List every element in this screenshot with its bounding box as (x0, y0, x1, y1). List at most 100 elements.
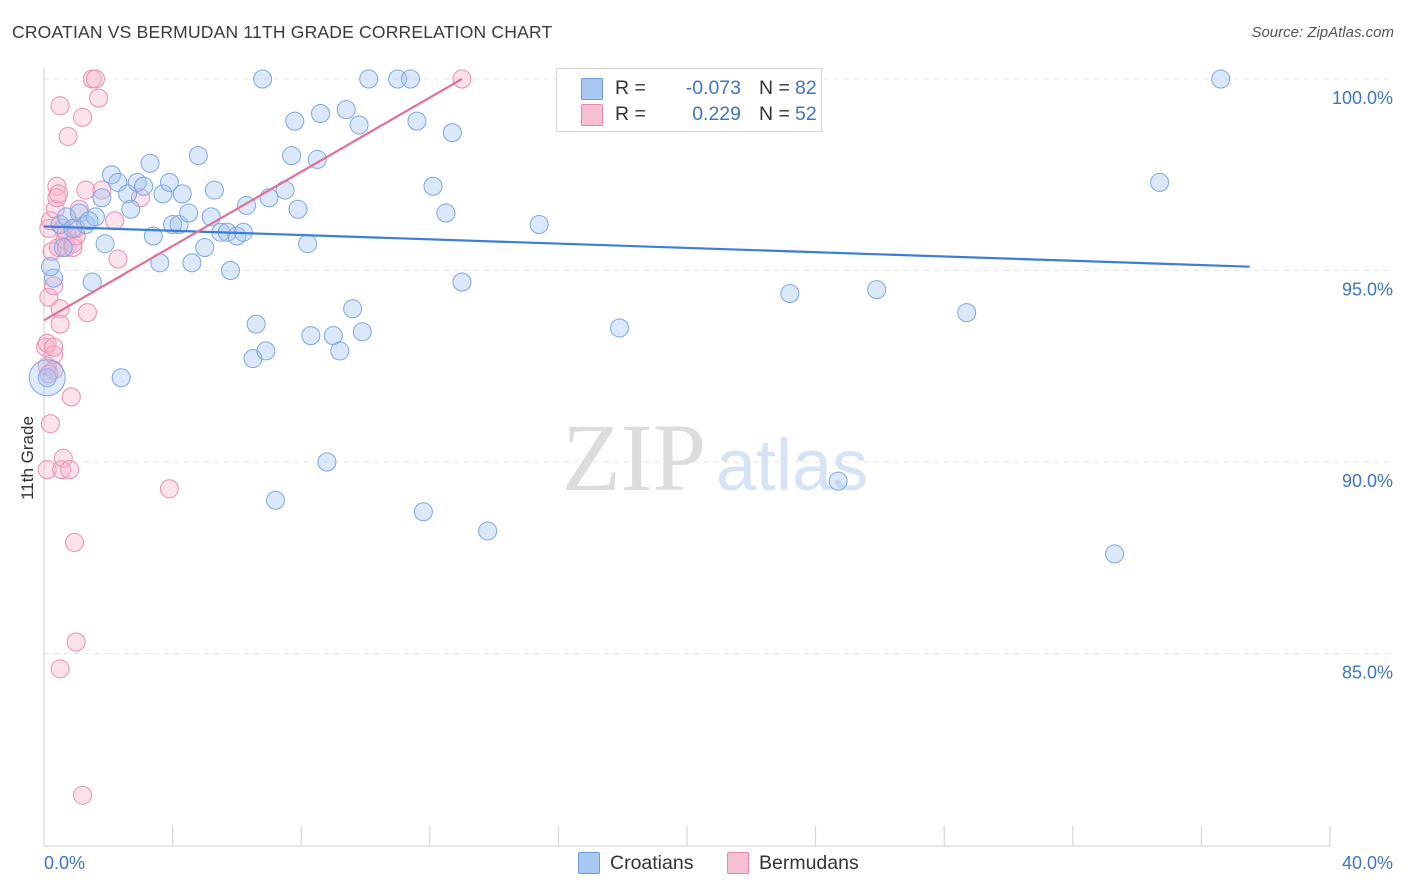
trend-lines (43, 78, 1250, 322)
croatians-point (121, 199, 141, 219)
croatians-point (159, 172, 179, 192)
croatians-point (310, 103, 330, 123)
bermudans-point (92, 180, 112, 200)
bermudans-point (53, 448, 73, 468)
croatians-point (867, 280, 887, 300)
croatians-point (92, 188, 112, 208)
croatians-point (957, 303, 977, 323)
bottom-legend-swatch-croatians (578, 852, 600, 874)
bermudans-point (48, 238, 68, 258)
bermudans-point (44, 276, 64, 296)
axes (43, 68, 1331, 847)
y-axis-label: 11th Grade (18, 416, 37, 500)
y-tick-label: 95.0% (1342, 280, 1393, 300)
croatians-point (143, 226, 163, 246)
croatians-point (298, 234, 318, 254)
croatians-point (352, 322, 372, 342)
bermudans-point (85, 69, 105, 89)
bermudans-point (73, 107, 93, 127)
bermudans-point (37, 460, 57, 480)
watermark-atlas: atlas (716, 426, 868, 506)
croatians-point (28, 359, 66, 397)
bermudans-point (39, 287, 59, 307)
y-tick-label: 90.0% (1342, 471, 1393, 491)
croatians-point (359, 69, 379, 89)
x-tick-label: 40.0% (1342, 853, 1393, 873)
bermudans-point (48, 184, 68, 204)
bermudans-point (63, 238, 83, 258)
croatians-point (265, 490, 285, 510)
legend-n-value: 82 (795, 77, 817, 99)
croatians-point (163, 215, 183, 235)
croatians-point (53, 238, 73, 258)
legend-n-label: N = (759, 103, 790, 125)
y-tick-label: 100.0% (1332, 88, 1393, 108)
croatians-point (1105, 544, 1125, 564)
croatians-point (780, 283, 800, 303)
bermudans-point (89, 88, 109, 108)
croatians-point (44, 268, 64, 288)
croatians-point (343, 299, 363, 319)
croatians-point (37, 368, 57, 388)
y-tick-label: 85.0% (1342, 663, 1393, 683)
croatians-point (442, 123, 462, 143)
croatians-point (57, 207, 77, 227)
croatians-point (349, 115, 369, 135)
croatians-point (134, 176, 154, 196)
grid (44, 78, 1392, 654)
croatians-point (188, 146, 208, 166)
croatians-point (220, 261, 240, 280)
bottom-legend-label-bermudans: Bermudans (759, 852, 859, 874)
legend-n-value: 52 (795, 103, 817, 125)
legend-r-value: -0.073 (685, 77, 741, 99)
legend-r-label: R = (615, 77, 646, 99)
croatians-point (330, 341, 350, 361)
croatians-point (40, 257, 60, 277)
croatians-point (102, 165, 122, 185)
croatians-point (436, 203, 456, 223)
bermudans-point (44, 337, 64, 357)
croatians-point (1211, 69, 1231, 89)
croatians-point (172, 184, 192, 204)
bermudans-point (66, 632, 86, 652)
croatians-point (282, 146, 302, 166)
croatians-point (82, 272, 102, 292)
bermudans-point (50, 96, 70, 116)
croatians-point (301, 326, 321, 346)
legend-r-label: R = (615, 103, 646, 125)
watermark: ZIP atlas (562, 404, 868, 511)
croatians-points (28, 69, 1231, 564)
croatians-point (95, 234, 115, 254)
legend-swatch-bermudans (581, 104, 603, 126)
legend-n-label: N = (759, 77, 790, 99)
croatians-point (50, 215, 70, 235)
bermudans-point (47, 176, 67, 196)
croatians-point (401, 69, 421, 89)
bermudans-point (77, 303, 97, 323)
legend-r-value: 0.229 (692, 103, 741, 125)
croatians-point (69, 203, 89, 223)
bottom-legend-label-croatians: Croatians (610, 852, 694, 874)
legend-swatch-croatians (581, 78, 603, 100)
croatians-point (140, 153, 160, 173)
croatians-point (1150, 172, 1170, 192)
x-tick-labels: 0.0% 40.0% (44, 853, 1393, 873)
croatians-trend-line (43, 225, 1250, 268)
croatians-point (828, 471, 848, 491)
bermudans-point (50, 314, 70, 334)
croatians-point (204, 180, 224, 200)
bermudans-point (108, 249, 128, 269)
croatians-point (253, 69, 273, 89)
croatians-point (195, 238, 215, 258)
croatians-point (407, 111, 427, 131)
croatians-point (423, 176, 443, 196)
bermudans-point (159, 479, 179, 499)
croatians-point (609, 318, 629, 338)
croatians-point (478, 521, 498, 541)
bermudans-points (36, 69, 472, 805)
croatians-point (246, 314, 266, 334)
x-tick-label: 0.0% (44, 853, 85, 873)
croatians-point (336, 100, 356, 120)
croatians-point (317, 452, 337, 472)
